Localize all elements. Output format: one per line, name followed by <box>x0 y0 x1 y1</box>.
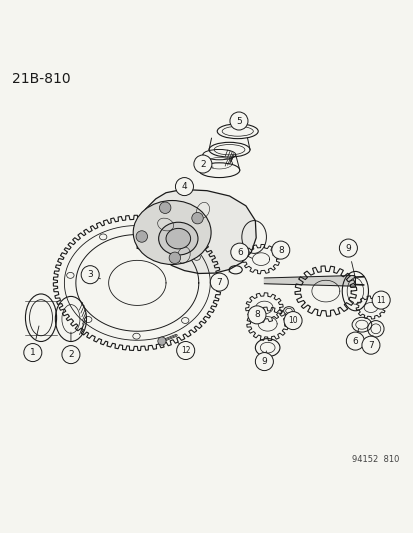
Text: 1: 1 <box>30 348 36 357</box>
Circle shape <box>339 239 356 257</box>
Text: 10: 10 <box>287 316 297 325</box>
Text: 12: 12 <box>180 346 190 355</box>
Circle shape <box>283 312 301 329</box>
Circle shape <box>136 231 147 242</box>
Text: 9: 9 <box>345 244 350 253</box>
Text: 6: 6 <box>236 248 242 257</box>
Circle shape <box>210 273 228 291</box>
Circle shape <box>230 243 248 261</box>
Circle shape <box>176 342 194 360</box>
Circle shape <box>271 241 289 259</box>
Ellipse shape <box>158 222 197 255</box>
Circle shape <box>62 345 80 364</box>
Text: 7: 7 <box>367 341 373 350</box>
Circle shape <box>255 352 273 370</box>
Text: 2: 2 <box>199 159 205 168</box>
Text: 94152  810: 94152 810 <box>351 455 399 464</box>
Text: 8: 8 <box>254 310 259 319</box>
Text: 9: 9 <box>261 357 267 366</box>
Text: 6: 6 <box>351 337 357 345</box>
Text: 2: 2 <box>68 350 74 359</box>
Polygon shape <box>264 276 354 286</box>
Ellipse shape <box>133 200 211 264</box>
Text: 8: 8 <box>277 246 283 255</box>
Text: 5: 5 <box>235 117 241 125</box>
Circle shape <box>371 291 389 309</box>
Circle shape <box>81 265 99 284</box>
Text: 7: 7 <box>216 278 222 287</box>
Polygon shape <box>137 189 256 273</box>
Ellipse shape <box>166 228 190 249</box>
Circle shape <box>159 202 171 214</box>
Circle shape <box>247 306 266 324</box>
Circle shape <box>346 332 363 350</box>
Circle shape <box>361 336 379 354</box>
Circle shape <box>169 252 180 263</box>
Text: 4: 4 <box>181 182 187 191</box>
Circle shape <box>229 112 247 130</box>
Circle shape <box>193 155 211 173</box>
Circle shape <box>175 177 193 196</box>
Circle shape <box>157 337 166 345</box>
Text: 11: 11 <box>375 296 385 304</box>
Circle shape <box>24 344 42 361</box>
Text: 21B-810: 21B-810 <box>12 72 71 86</box>
Text: 3: 3 <box>87 270 93 279</box>
Circle shape <box>191 212 203 224</box>
